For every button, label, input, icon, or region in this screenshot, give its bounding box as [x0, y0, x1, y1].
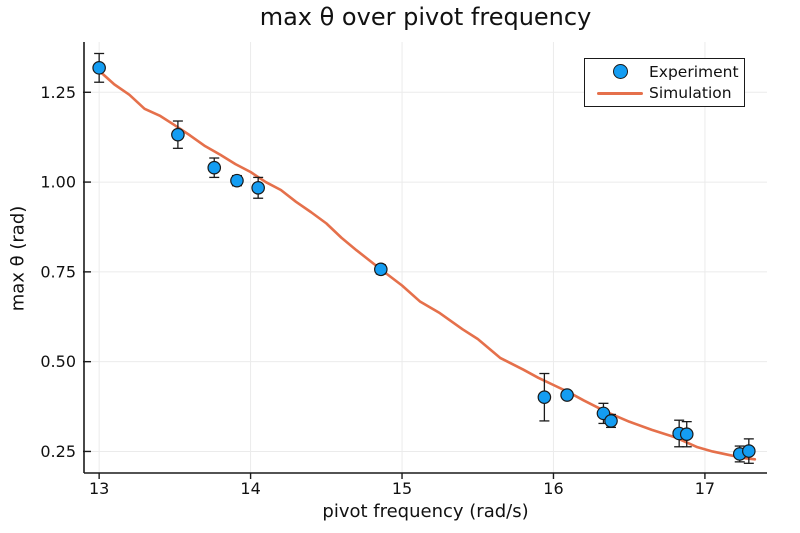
experiment-marker: [92, 61, 106, 75]
experiment-marker: [171, 127, 185, 142]
y-axis-label: max θ (rad): [7, 205, 29, 312]
x-tick-label: 16: [543, 479, 563, 498]
experiment-marker: [679, 427, 694, 442]
experiment-marker-icon: [591, 64, 649, 80]
experiment-marker: [604, 414, 618, 428]
legend-label-experiment: Experiment: [649, 62, 739, 81]
legend-entry-experiment: Experiment: [591, 61, 739, 83]
experiment-marker: [374, 262, 388, 277]
simulation-line-icon: [591, 91, 649, 95]
x-tick-label: 17: [695, 479, 715, 498]
y-tick-label: 0.25: [40, 442, 76, 461]
x-axis-label: pivot frequency (rad/s): [322, 501, 529, 522]
y-tick-label: 0.75: [40, 262, 76, 281]
experiment-marker: [251, 181, 265, 195]
y-tick-label: 1.25: [40, 83, 76, 102]
legend-entry-simulation: Simulation: [591, 83, 738, 105]
y-tick-label: 1.00: [40, 173, 76, 192]
x-tick-label: 15: [392, 479, 412, 498]
legend: Experiment Simulation: [584, 58, 745, 107]
legend-label-simulation: Simulation: [649, 84, 732, 103]
y-tick-label: 0.50: [40, 352, 76, 371]
x-tick-label: 13: [89, 479, 109, 498]
experiment-marker: [207, 160, 222, 175]
experiment-marker: [537, 390, 552, 405]
simulation-line: [97, 69, 757, 461]
experiment-marker: [230, 173, 244, 188]
experiment-marker: [560, 388, 574, 402]
experiment-marker: [742, 444, 756, 458]
chart-title: max θ over pivot frequency: [259, 3, 592, 31]
x-tick-label: 14: [240, 479, 260, 498]
